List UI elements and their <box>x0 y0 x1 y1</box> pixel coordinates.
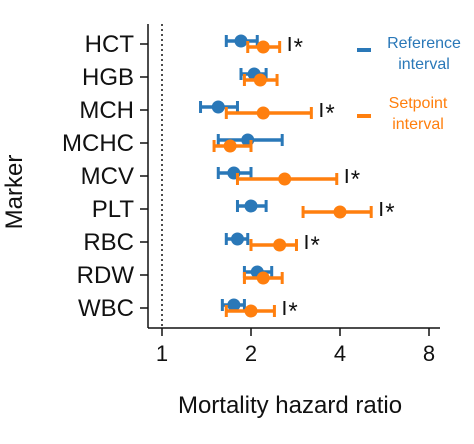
legend: Reference interval Setpoint interval <box>357 35 461 133</box>
significance-star: * <box>351 166 360 193</box>
point-estimate <box>273 238 287 252</box>
ci-setpoint-interval-mchc <box>212 139 253 153</box>
axes: 1 2 4 8 <box>140 24 440 366</box>
significance-marker-plt: * <box>380 199 395 226</box>
point-estimate <box>223 139 237 153</box>
point-estimate <box>244 304 258 318</box>
significance-star: * <box>288 298 297 325</box>
labels: HCT HGB MCH MCHC MCV PLT RBC RDW WBC * * * * * * <box>62 31 395 325</box>
y-tick-label-mch: MCH <box>79 97 134 124</box>
ci-setpoint-interval-hgb <box>242 73 279 87</box>
ci-reference-interval-hct <box>224 34 259 48</box>
y-tick-label-wbc: WBC <box>78 295 134 322</box>
legend-entry-setpoint-interval: Setpoint interval <box>357 95 448 133</box>
significance-star: * <box>310 232 319 259</box>
point-estimate <box>333 205 347 219</box>
significance-star: * <box>294 34 303 61</box>
y-tick-label-mchc: MCHC <box>62 130 134 157</box>
ci-reference-interval-plt <box>235 199 268 213</box>
significance-marker-mcv: * <box>345 166 360 193</box>
y-tick-label-hgb: HGB <box>82 64 134 91</box>
point-estimate <box>234 34 248 48</box>
point-estimate <box>256 106 270 120</box>
y-tick-label-rbc: RBC <box>83 229 134 256</box>
legend-entry-reference-interval: Reference interval <box>357 35 461 73</box>
significance-marker-rbc: * <box>305 232 320 259</box>
ci-setpoint-interval-wbc <box>224 304 276 318</box>
legend-label: Reference <box>387 35 461 52</box>
x-tick-label: 8 <box>423 341 435 366</box>
significance-marker-mch: * <box>320 100 335 127</box>
point-estimate <box>256 40 270 54</box>
ci-setpoint-interval-hct <box>246 40 282 54</box>
legend-label: interval <box>398 56 450 73</box>
ci-setpoint-interval-mcv <box>235 172 339 186</box>
y-tick-label-plt: PLT <box>92 196 135 223</box>
significance-marker-wbc: * <box>283 298 298 325</box>
ci-setpoint-interval-plt <box>301 205 373 219</box>
data-marks <box>199 34 373 318</box>
significance-marker-hct: * <box>288 34 303 61</box>
y-tick-label-rdw: RDW <box>77 262 135 289</box>
x-tick-label: 1 <box>156 341 168 366</box>
y-axis-title: Marker <box>1 155 28 230</box>
ci-setpoint-interval-mch <box>224 106 313 120</box>
y-tick-label-mcv: MCV <box>81 163 134 190</box>
ci-setpoint-interval-rbc <box>249 238 298 252</box>
point-estimate <box>227 298 241 312</box>
legend-label: interval <box>392 116 444 133</box>
y-tick-label-hct: HCT <box>85 31 135 58</box>
point-estimate <box>278 172 292 186</box>
point-estimate <box>253 73 267 87</box>
significance-star: * <box>385 199 394 226</box>
ci-setpoint-interval-rdw <box>242 271 284 285</box>
x-tick-label: 4 <box>334 341 346 366</box>
x-axis-title: Mortality hazard ratio <box>178 392 402 419</box>
significance-star: * <box>325 100 334 127</box>
point-estimate <box>244 199 258 213</box>
x-tick-label: 2 <box>245 341 257 366</box>
point-estimate <box>256 271 270 285</box>
legend-label: Setpoint <box>389 95 448 112</box>
point-estimate <box>211 100 225 114</box>
point-estimate <box>230 232 244 246</box>
ci-reference-interval-mch <box>199 100 239 114</box>
ci-reference-interval-rbc <box>224 232 250 246</box>
